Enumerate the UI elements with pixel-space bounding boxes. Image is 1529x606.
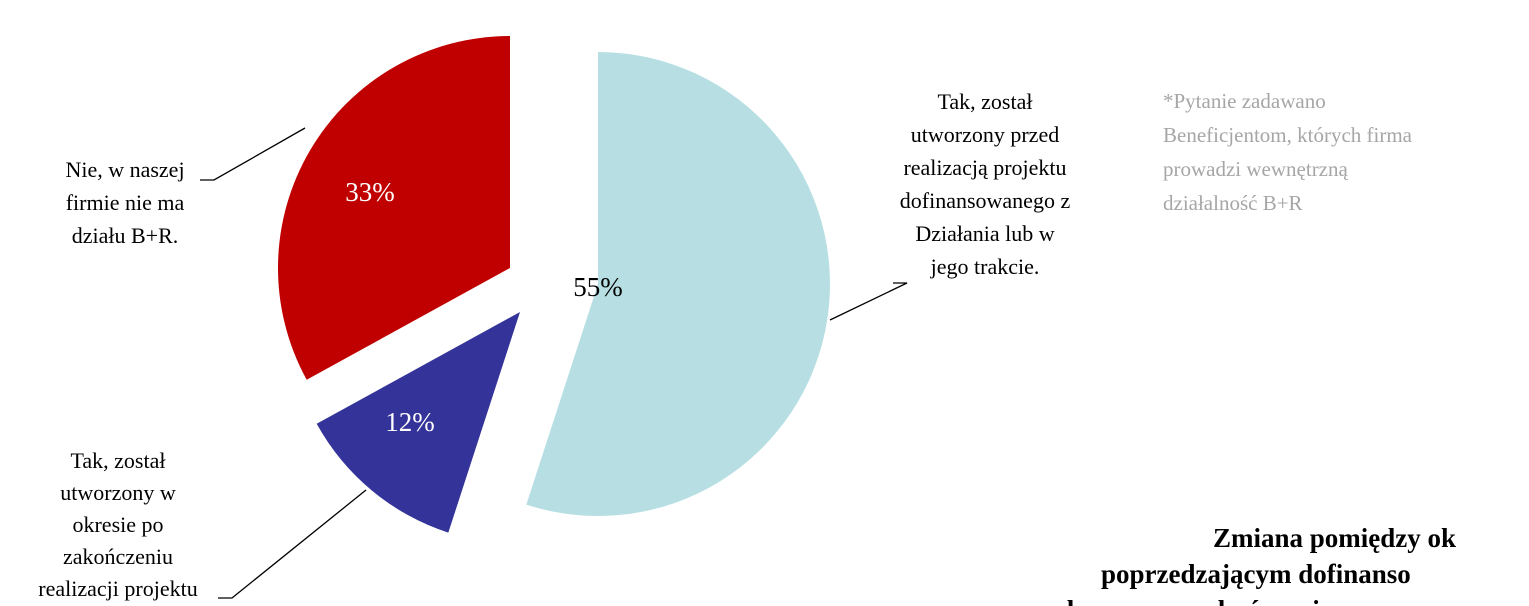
note-line: prowadzi wewnętrzną [1163, 157, 1349, 181]
pie-slice [526, 52, 830, 516]
title: Zmiana pomiędzy ok poprzedzającym dofinan… [1033, 523, 1456, 606]
category-label-line: Tak, został [938, 89, 1033, 114]
leader-line [829, 282, 908, 321]
category-label-line: jego trakcie. [930, 254, 1040, 279]
category-label-line: okresie po [72, 512, 163, 537]
category-label-line: firmie nie ma [66, 190, 185, 215]
category-label-line: zakończeniu [63, 544, 173, 569]
leader-line [218, 489, 367, 599]
value-label: 33% [345, 177, 395, 207]
note-line: działalność B+R [1163, 191, 1303, 215]
value-label: 55% [573, 272, 623, 302]
note-line: *Pytanie zadawano [1163, 89, 1326, 113]
pie-slice [316, 312, 520, 533]
category-label-line: działu B+R. [72, 223, 179, 248]
category-label: Tak, został utworzony w okresie po zakończe… [38, 448, 197, 601]
category-label: Nie, w naszej firmie nie ma działu B+R. [65, 157, 184, 248]
note: *Pytanie zadawano Beneficjentom, których … [1163, 89, 1413, 215]
pie-slice [278, 36, 510, 380]
value-label: 12% [385, 407, 435, 437]
category-label-line: Nie, w naszej [65, 157, 184, 182]
category-label-line: realizacją projektu [903, 155, 1066, 180]
title-line: Zmiana pomiędzy ok [1213, 523, 1456, 553]
note-line: Beneficjentom, których firma [1163, 123, 1413, 147]
category-label-line: Działania lub w [915, 221, 1054, 246]
title-line: a okresem po zakończeniu pro [1033, 595, 1382, 606]
category-label-line: Tak, został [71, 448, 166, 473]
category-label-line: realizacji projektu [38, 576, 197, 601]
leader-line [200, 127, 306, 181]
category-label-line: dofinansowanego z [900, 188, 1071, 213]
category-label: Tak, został utworzony przed realizacją pro… [900, 89, 1071, 279]
category-label-line: utworzony przed [911, 122, 1059, 147]
title-line: poprzedzającym dofinanso [1101, 559, 1411, 589]
category-label-line: utworzony w [60, 480, 176, 505]
